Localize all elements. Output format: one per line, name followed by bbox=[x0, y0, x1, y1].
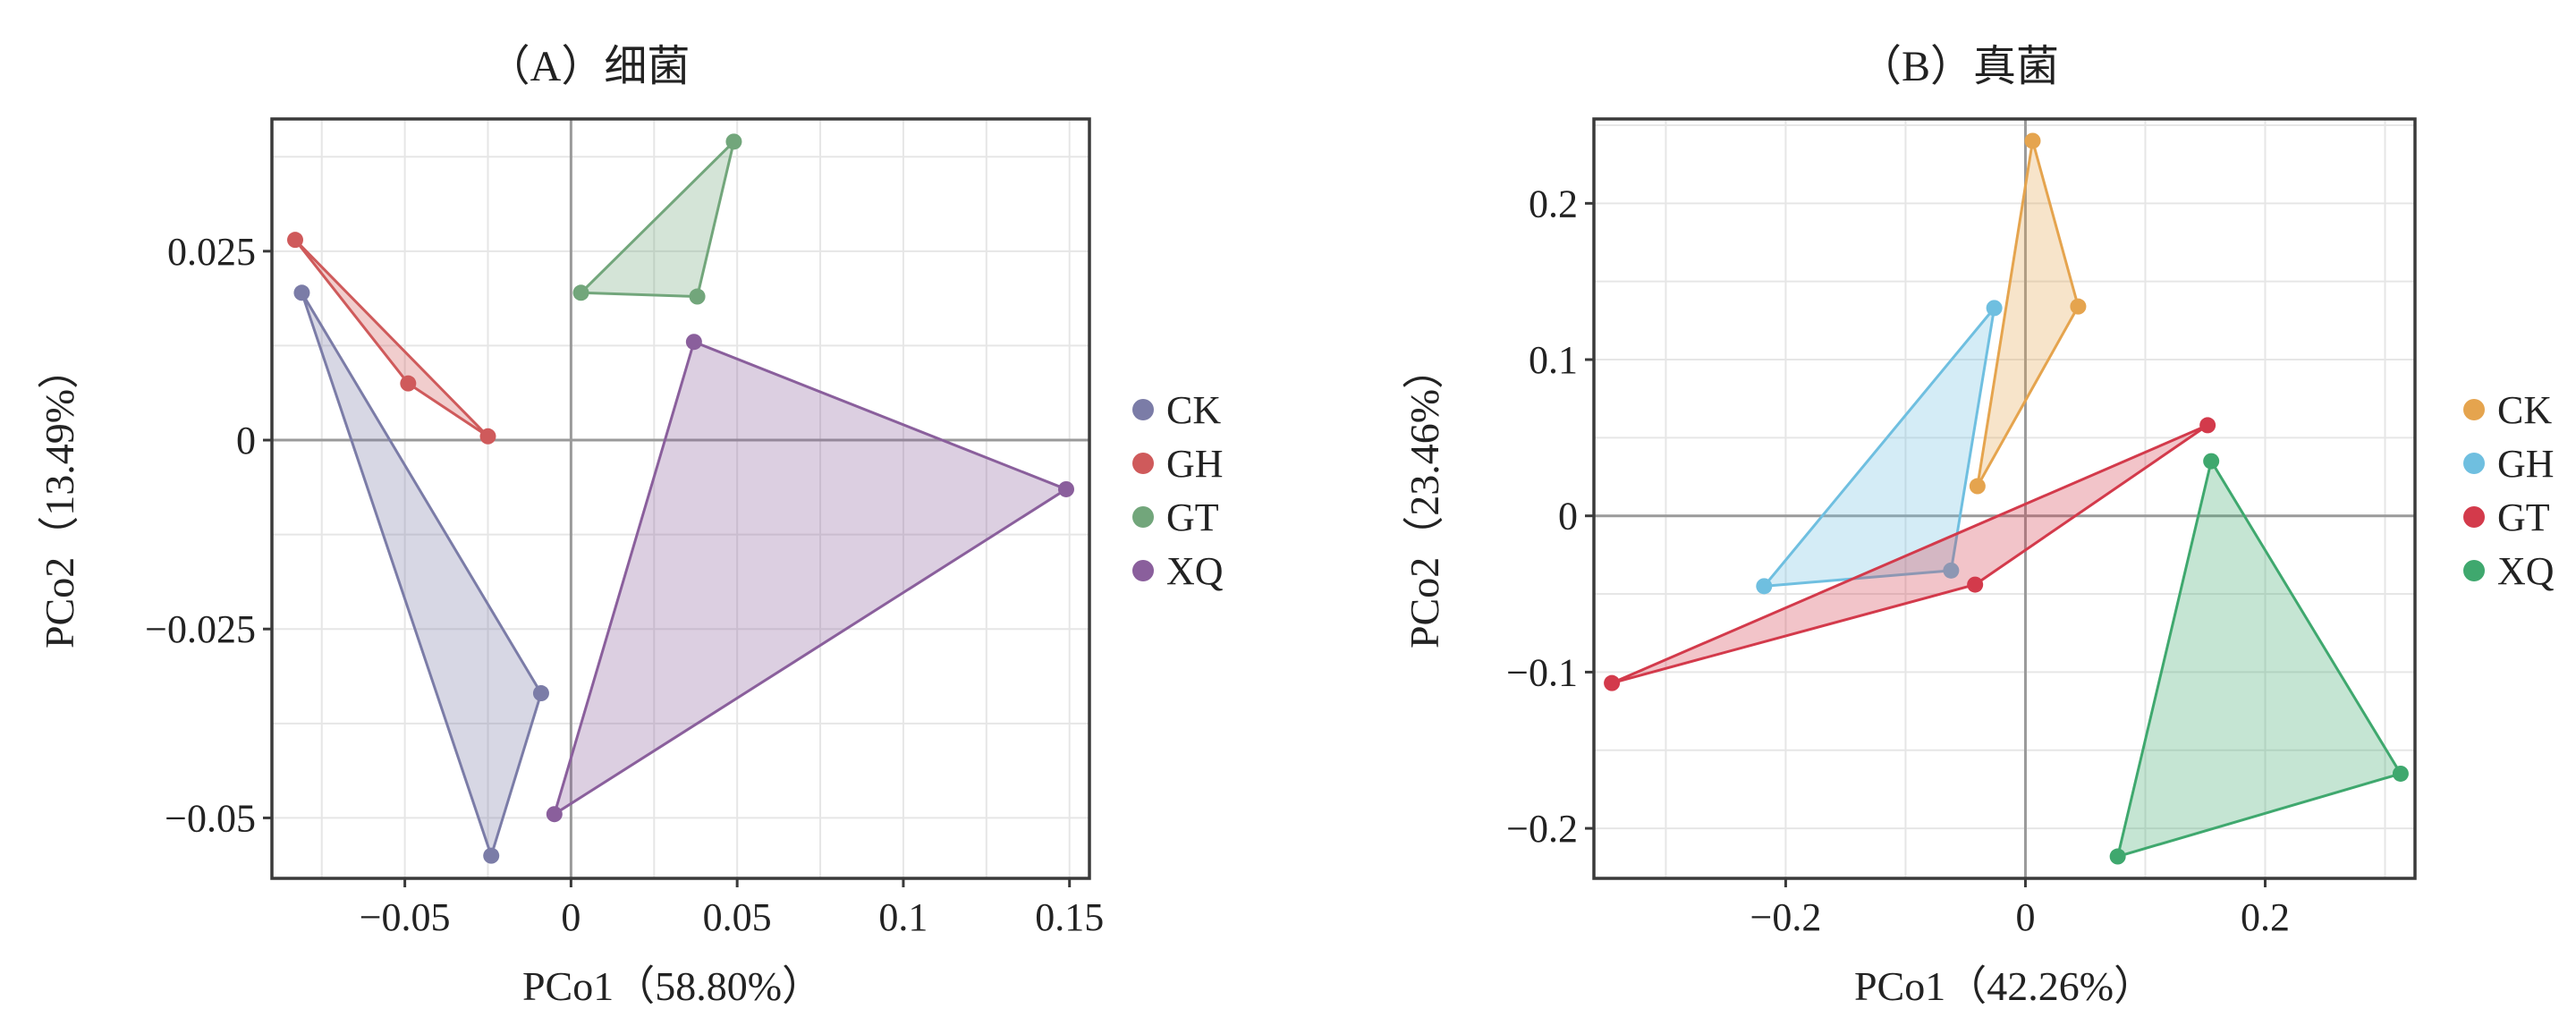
y-tick-label: 0.2 bbox=[1529, 182, 1578, 225]
series-xq bbox=[546, 334, 1074, 823]
y-tick-label: 0.1 bbox=[1529, 338, 1578, 382]
y-tick-label: −0.2 bbox=[1506, 807, 1578, 851]
series-hull-ck bbox=[300, 291, 543, 858]
legend-label: GT bbox=[2497, 496, 2550, 539]
x-tick-label: 0.1 bbox=[878, 895, 928, 939]
data-point-gt-3 bbox=[689, 288, 706, 305]
legend-label: GH bbox=[2497, 442, 2555, 486]
legend: CK GH GT XQ bbox=[1132, 388, 1224, 593]
legend-label: GH bbox=[1166, 442, 1224, 486]
x-tick-label: −0.2 bbox=[1750, 895, 1822, 939]
chart-title: （B）真菌 bbox=[1859, 43, 2059, 90]
series-hull-gt bbox=[1610, 423, 2209, 685]
chart-panel-b: −0.2 0 0.2 −0.2 −0.1 0 0.1 0.2 （B）真菌 PCo1（42.26%）… bbox=[1402, 43, 2555, 1009]
legend-item-gt: GT bbox=[2463, 496, 2550, 539]
x-tick-label: 0 bbox=[2015, 895, 2035, 939]
y-tick-label: 0 bbox=[1558, 495, 1578, 538]
legend-marker bbox=[2463, 399, 2485, 420]
legend-item-xq: XQ bbox=[2463, 549, 2555, 593]
legend-marker bbox=[2463, 506, 2485, 528]
data-point-gh-2 bbox=[1756, 578, 1773, 595]
data-point-xq-1 bbox=[2203, 453, 2220, 470]
legend-marker bbox=[2463, 560, 2485, 581]
data-point-gt-2 bbox=[572, 284, 589, 301]
data-point-xq-1 bbox=[685, 334, 702, 351]
data-point-gh-3 bbox=[1943, 562, 1960, 579]
legend-marker bbox=[1132, 453, 1154, 474]
legend-label: XQ bbox=[1166, 549, 1224, 593]
series-hull-xq bbox=[2116, 460, 2402, 859]
series-ck bbox=[1969, 132, 2087, 495]
legend-label: XQ bbox=[2497, 549, 2555, 593]
series-xq bbox=[2109, 453, 2409, 865]
x-tick-label: −0.05 bbox=[360, 895, 451, 939]
legend-item-xq: XQ bbox=[1132, 549, 1224, 593]
x-tick-label: 0.15 bbox=[1035, 895, 1104, 939]
legend-marker bbox=[1132, 506, 1154, 528]
data-point-gh-1 bbox=[287, 232, 304, 249]
data-point-gh-3 bbox=[479, 428, 496, 445]
legend-item-gt: GT bbox=[1132, 496, 1219, 539]
data-point-xq-2 bbox=[2392, 765, 2409, 782]
data-point-xq-2 bbox=[1057, 480, 1074, 497]
y-tick-label: 0.025 bbox=[167, 230, 256, 274]
series-hull-ck bbox=[1976, 139, 2080, 488]
x-tick-label: 0.2 bbox=[2241, 895, 2290, 939]
y-axis-label: PCo2（23.46%） bbox=[1402, 348, 1447, 648]
data-point-ck-2 bbox=[2070, 298, 2087, 315]
legend-item-ck: CK bbox=[1132, 388, 1221, 432]
series-hull-gt bbox=[580, 140, 735, 299]
y-axis-label: PCo2（13.49%） bbox=[37, 348, 82, 648]
plot-frame bbox=[270, 117, 1091, 880]
legend-marker bbox=[2463, 453, 2485, 474]
series-gh bbox=[1756, 300, 2003, 595]
data-point-ck-3 bbox=[483, 847, 500, 864]
data-point-gt-1 bbox=[725, 133, 742, 150]
data-point-gh-2 bbox=[400, 375, 417, 392]
x-tick-label: 0 bbox=[561, 895, 580, 939]
series-gt bbox=[572, 133, 742, 305]
data-point-xq-3 bbox=[2109, 848, 2126, 865]
y-tick-label: −0.025 bbox=[145, 607, 256, 651]
y-tick-label: 0 bbox=[236, 419, 256, 462]
data-point-ck-2 bbox=[532, 685, 549, 702]
data-point-ck-3 bbox=[1969, 478, 1986, 495]
data-point-gt-2 bbox=[1967, 576, 1984, 593]
x-tick-label: 0.05 bbox=[703, 895, 772, 939]
legend-item-gh: GH bbox=[2463, 442, 2555, 486]
data-point-gt-1 bbox=[2199, 417, 2216, 434]
series-ck bbox=[293, 284, 549, 864]
series-gh bbox=[287, 232, 496, 445]
legend-label: CK bbox=[2497, 388, 2552, 432]
series-gt bbox=[1604, 417, 2216, 691]
chart-panel-a: −0.05 0 0.05 0.1 0.15 −0.05 −0.025 0 0.025 （A）细菌 P… bbox=[37, 43, 1224, 1009]
y-tick-label: −0.1 bbox=[1506, 650, 1578, 694]
y-tick-label: −0.05 bbox=[165, 796, 256, 840]
legend-marker bbox=[1132, 399, 1154, 420]
x-axis-label: PCo1（42.26%） bbox=[1854, 963, 2155, 1009]
series-hull-gh bbox=[1762, 306, 1996, 588]
x-axis-label: PCo1（58.80%） bbox=[522, 963, 823, 1009]
data-point-ck-1 bbox=[293, 284, 310, 301]
chart-title: （A）细菌 bbox=[487, 43, 691, 90]
plot-area bbox=[272, 119, 1089, 878]
plot-area bbox=[1594, 119, 2415, 878]
data-point-ck-1 bbox=[2024, 132, 2041, 149]
data-point-xq-3 bbox=[546, 806, 563, 823]
series-hull-xq bbox=[553, 340, 1068, 816]
data-point-gh-1 bbox=[1986, 300, 2003, 317]
series-hull-gh bbox=[293, 238, 490, 438]
legend-label: GT bbox=[1166, 496, 1219, 539]
legend-item-ck: CK bbox=[2463, 388, 2552, 432]
legend-marker bbox=[1132, 560, 1154, 581]
data-point-gt-3 bbox=[1604, 674, 1621, 691]
legend: CK GH GT XQ bbox=[2463, 388, 2555, 593]
legend-item-gh: GH bbox=[1132, 442, 1224, 486]
legend-label: CK bbox=[1166, 388, 1221, 432]
plot-frame bbox=[1592, 117, 2417, 880]
